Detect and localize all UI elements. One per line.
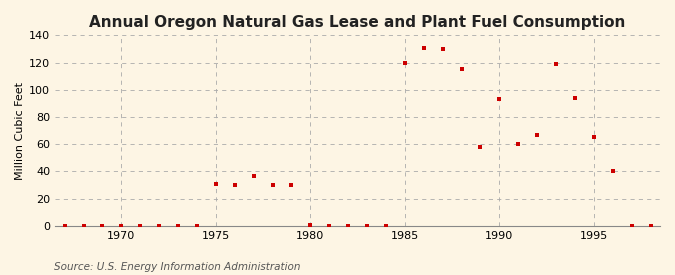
Point [192, 224, 202, 228]
Point [381, 224, 392, 228]
Title: Annual Oregon Natural Gas Lease and Plant Fuel Consumption: Annual Oregon Natural Gas Lease and Plan… [89, 15, 626, 30]
Point [475, 145, 486, 149]
Point [59, 224, 70, 228]
Y-axis label: Million Cubic Feet: Million Cubic Feet [15, 82, 25, 180]
Point [97, 224, 108, 228]
Point [230, 183, 240, 187]
Point [626, 224, 637, 228]
Text: Source: U.S. Energy Information Administration: Source: U.S. Energy Information Administ… [54, 262, 300, 272]
Point [173, 224, 184, 228]
Point [362, 224, 373, 228]
Point [645, 224, 656, 228]
Point [418, 45, 429, 50]
Point [456, 67, 467, 72]
Point [437, 47, 448, 51]
Point [248, 173, 259, 178]
Point [78, 224, 89, 228]
Point [116, 224, 127, 228]
Point [494, 97, 505, 101]
Point [267, 183, 278, 187]
Point [305, 222, 316, 227]
Point [40, 224, 51, 228]
Point [400, 60, 410, 65]
Point [211, 182, 221, 186]
Point [532, 133, 543, 137]
Point [22, 224, 32, 228]
Point [286, 183, 297, 187]
Point [154, 224, 165, 228]
Point [589, 135, 599, 140]
Point [135, 224, 146, 228]
Point [551, 62, 562, 66]
Point [513, 142, 524, 146]
Point [343, 224, 354, 228]
Point [608, 169, 618, 174]
Point [324, 224, 335, 228]
Point [570, 96, 580, 100]
